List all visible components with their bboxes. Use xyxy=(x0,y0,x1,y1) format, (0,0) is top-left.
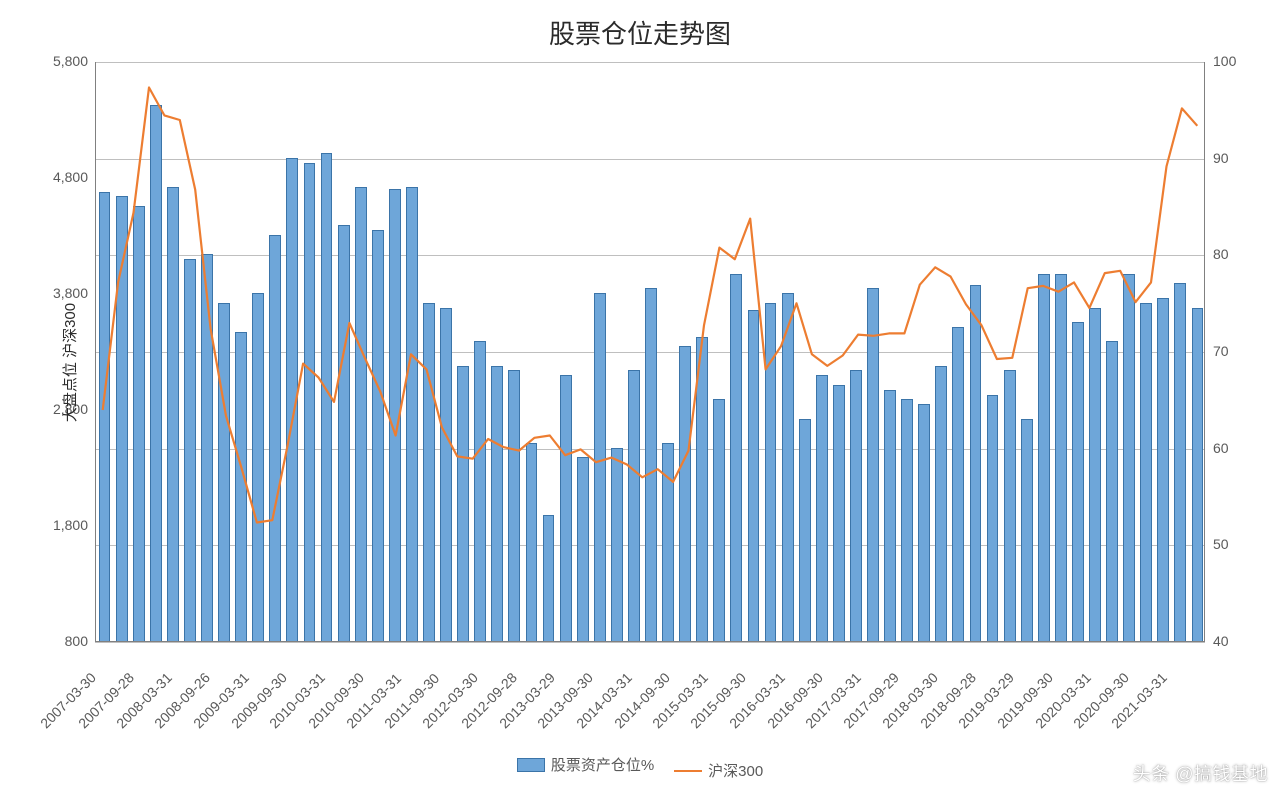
legend-swatch-icon xyxy=(674,770,702,772)
right-tick-label: 80 xyxy=(1213,246,1229,262)
left-axis-title: 大盘点位 沪深300 xyxy=(59,303,80,422)
bottom-axis-line xyxy=(95,641,1205,642)
left-tick-label: 3,800 xyxy=(40,285,88,301)
left-tick-label: 4,800 xyxy=(40,169,88,185)
line-series xyxy=(95,62,1205,642)
left-axis-line xyxy=(95,62,96,642)
left-tick-label: 1,800 xyxy=(40,517,88,533)
left-tick-label: 800 xyxy=(40,633,88,649)
legend: 股票资产仓位% 沪深300 xyxy=(0,754,1280,781)
right-tick-label: 90 xyxy=(1213,150,1229,166)
gridline xyxy=(95,642,1205,643)
left-tick-label: 5,800 xyxy=(40,53,88,69)
legend-label: 股票资产仓位% xyxy=(551,754,654,775)
right-tick-label: 50 xyxy=(1213,536,1229,552)
legend-swatch-icon xyxy=(517,758,545,772)
watermark-text: 头条 @搞钱基地 xyxy=(1133,760,1268,786)
chart-container: 股票仓位走势图 8001,8002,8003,8004,8005,800 405… xyxy=(0,0,1280,792)
line-path xyxy=(103,88,1198,523)
legend-label: 沪深300 xyxy=(708,760,763,781)
right-tick-label: 70 xyxy=(1213,343,1229,359)
chart-title: 股票仓位走势图 xyxy=(0,14,1280,51)
legend-item-bar: 股票资产仓位% xyxy=(517,754,654,775)
right-tick-label: 100 xyxy=(1213,53,1236,69)
right-tick-label: 60 xyxy=(1213,440,1229,456)
legend-item-line: 沪深300 xyxy=(674,760,763,781)
right-tick-label: 40 xyxy=(1213,633,1229,649)
right-axis-line xyxy=(1204,62,1205,642)
plot-area xyxy=(95,62,1205,642)
